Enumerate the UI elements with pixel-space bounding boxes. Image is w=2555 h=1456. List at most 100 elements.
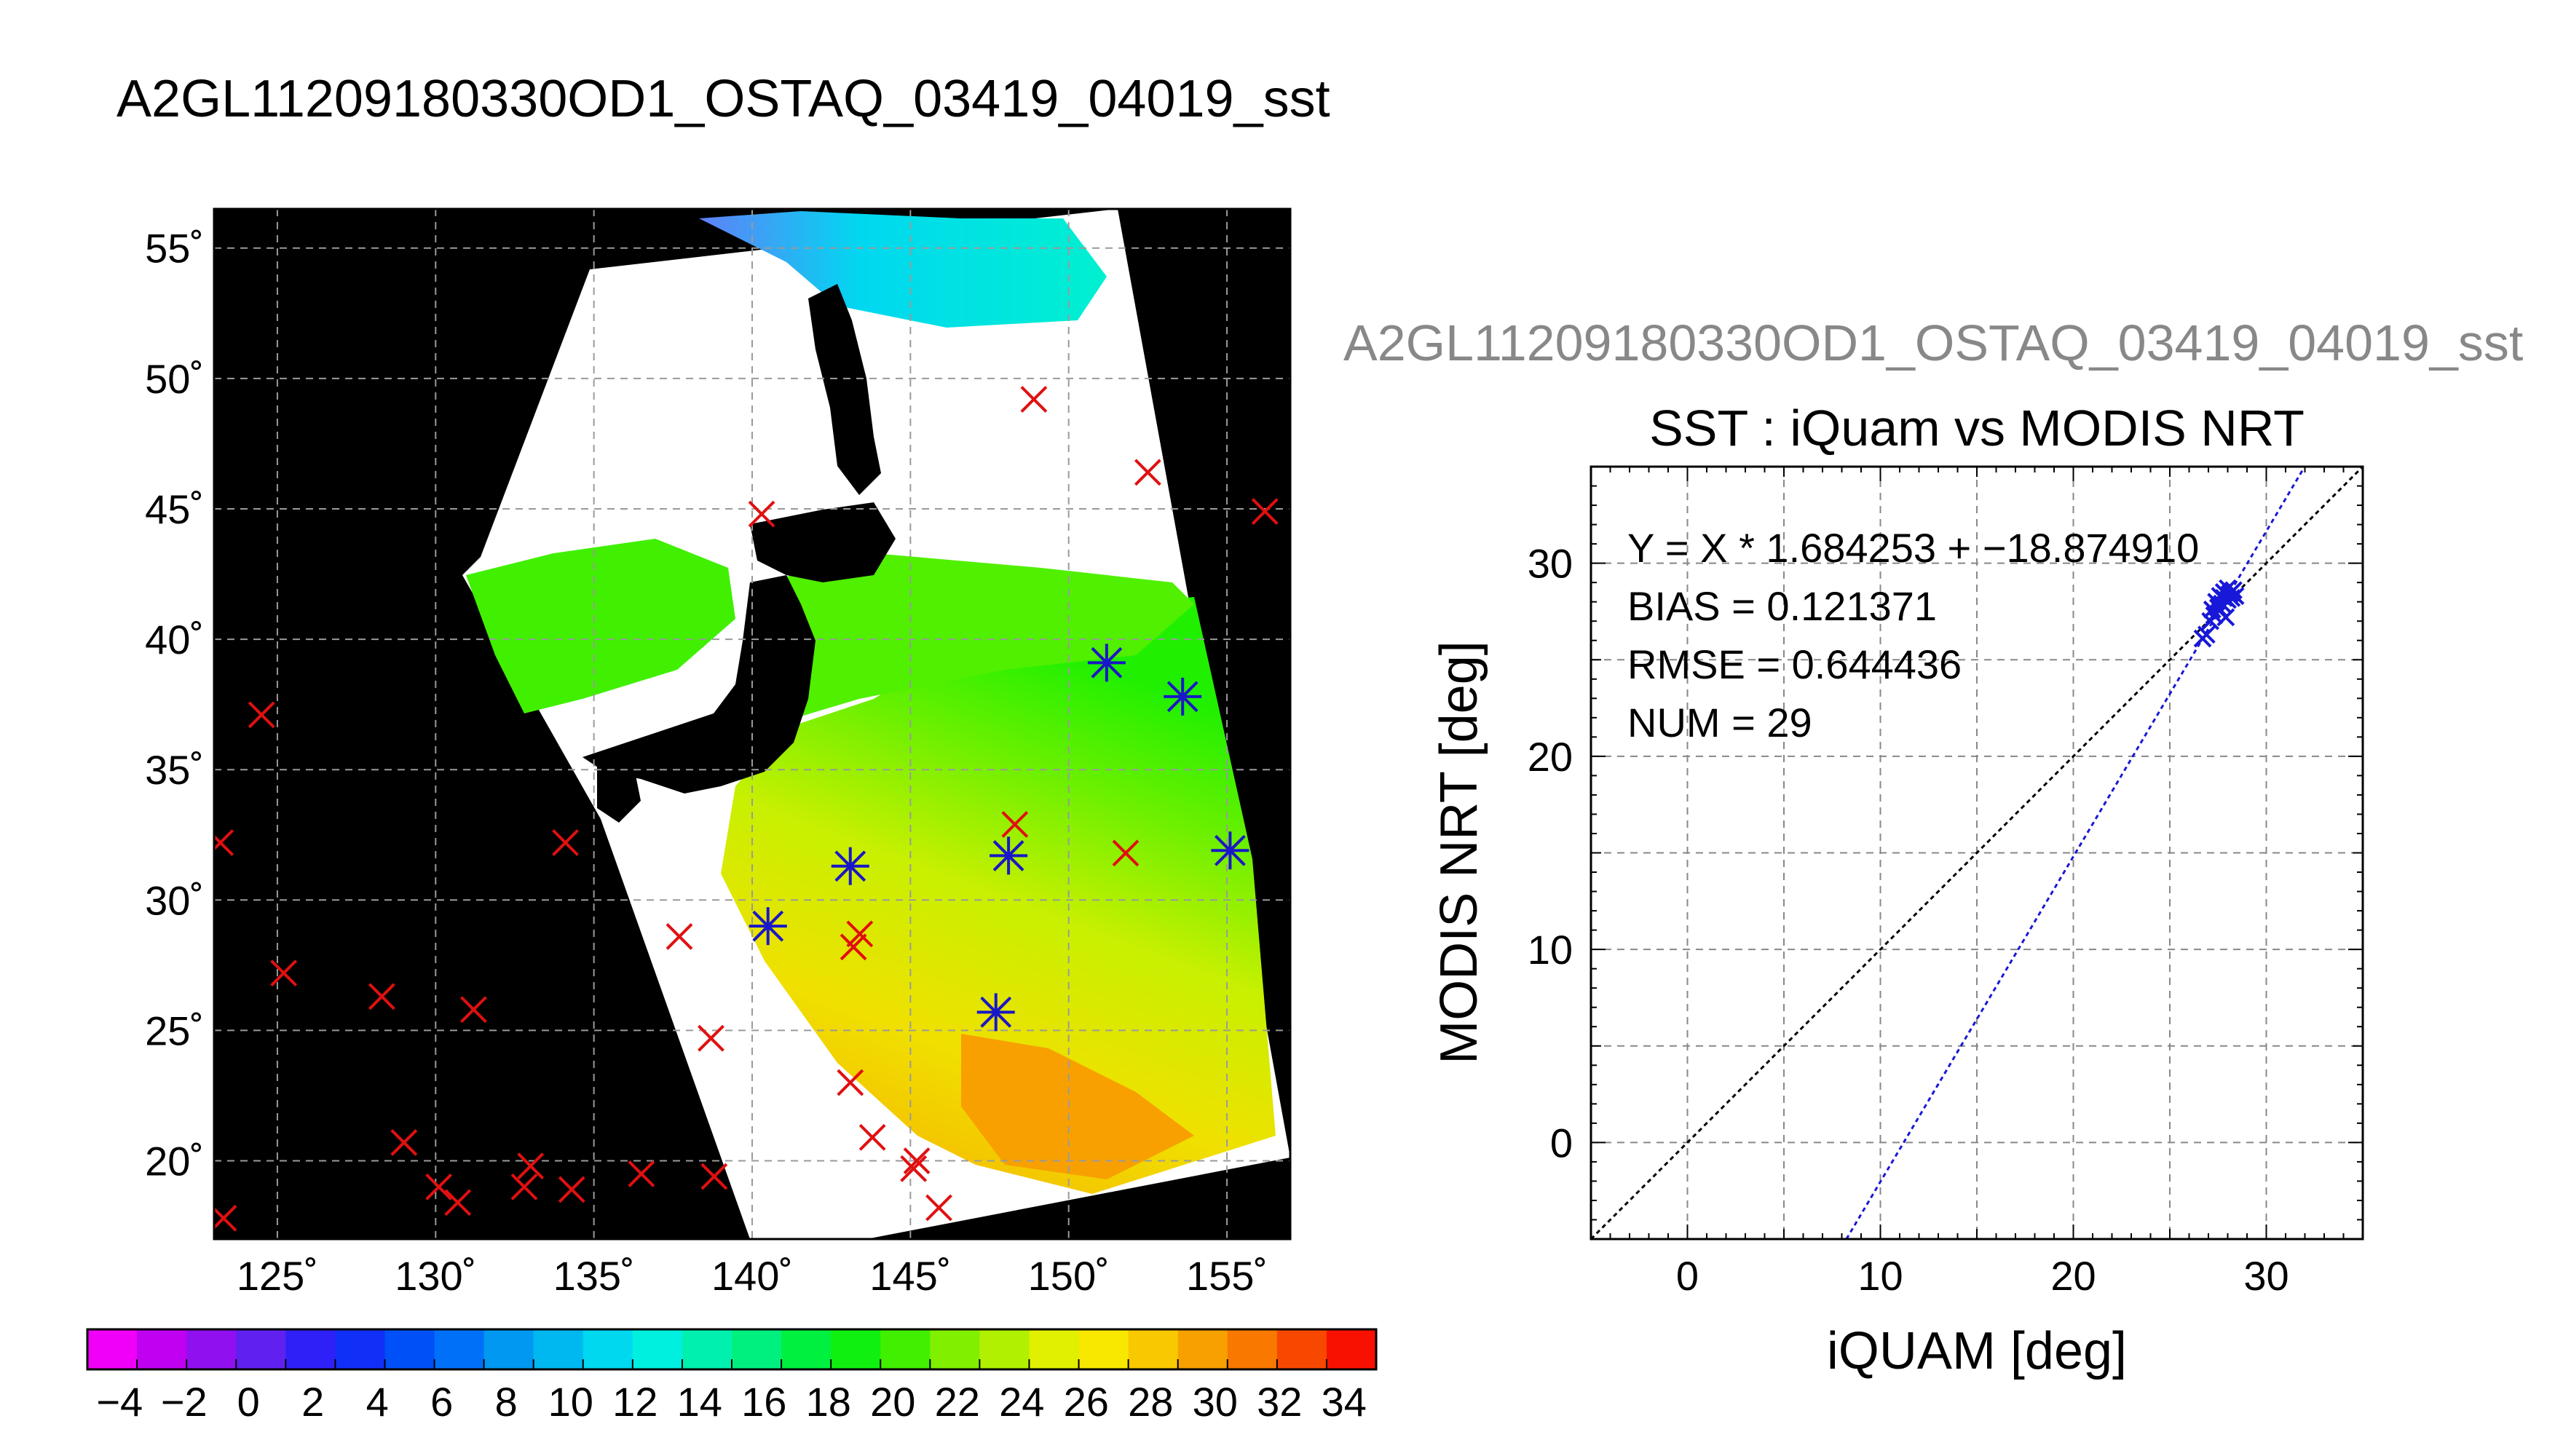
colorbar-tick-label: −2 [161,1379,208,1425]
colorbar-tick-label: 30 [1193,1379,1238,1425]
colorbar-tick-label: 18 [806,1379,851,1425]
lon-tick-label: 130˚ [395,1253,476,1299]
colorbar-tick-label: 22 [935,1379,980,1425]
iquam-marker [425,1173,453,1200]
colorbar-ticks: −4 −2 0 2 4 6 8 10 12 14 16 18 20 22 24 26 28 30 32 34 [96,1359,1367,1425]
y-tick-label: 20 [1528,734,1573,780]
scatter-supertitle: A2GL11209180330OD1_OSTAQ_03419_04019_sst [1343,314,2523,371]
scatter-x-ticks: 0 10 20 30 [1590,467,2364,1299]
scatter-point [2197,625,2216,644]
iquam-marker [900,1155,928,1182]
sst-colorbar: −4 −2 0 2 4 6 8 10 12 14 16 18 20 22 24 26 28 30 32 34 [86,1328,1378,1425]
iquam-marker [390,1129,418,1156]
scatter-point [2226,587,2245,606]
colorbar-cell [831,1329,881,1369]
y-tick-label: 10 [1528,927,1573,973]
iquam-marker [517,1152,545,1180]
sst-map: 125˚ 130˚ 135˚ 140˚ 145˚ 150˚ 155˚ 20˚ 25˚ 30˚ 35… [145,207,1292,1299]
page-title: A2GL11209180330OD1_OSTAQ_03419_04019_sst [117,70,1330,128]
match-marker [976,993,1015,1032]
map-lat-ticks: 20˚ 25˚ 30˚ 35˚ 40˚ 45˚ 50˚ 55˚ [145,226,204,1184]
scatter-annotations: Y = X * 1.684253 + −18.874910 BIAS = 0.1… [1627,525,2199,745]
x-tick-label: 0 [1676,1253,1699,1299]
y-tick-label: 30 [1528,541,1573,587]
colorbar-tick-label: 16 [741,1379,786,1425]
x-tick-label: 30 [2243,1253,2289,1299]
iquam-marker [628,1160,655,1187]
colorbar-cell [1029,1329,1080,1369]
lon-tick-label: 125˚ [237,1253,318,1299]
one-to-one-line [1591,467,2363,1239]
iquam-marker [925,1194,952,1222]
x-tick-label: 20 [2050,1253,2096,1299]
colorbar-cell [1177,1329,1228,1369]
iquam-marker [214,829,234,856]
iquam-marker [552,829,579,856]
iquam-marker [858,1123,886,1151]
colorbar-cell [137,1329,187,1369]
lat-tick-label: 35˚ [145,747,204,793]
scatter-plot: A2GL11209180330OD1_OSTAQ_03419_04019_sst… [1343,314,2523,1380]
colorbar-cell [682,1329,732,1369]
iquam-markers [214,386,1279,1232]
scatter-points [2193,579,2245,648]
colorbar-tick-label: 14 [677,1379,722,1425]
map-lon-ticks: 125˚ 130˚ 135˚ 140˚ 145˚ 150˚ 155˚ [237,1253,1268,1299]
lat-tick-label: 45˚ [145,486,204,532]
map-graticule [214,209,1290,1239]
colorbar-cell [533,1329,584,1369]
match-marker [749,907,787,946]
iquam-marker [1001,811,1029,838]
colorbar-tick-label: 0 [237,1379,260,1425]
iquam-marker [837,1069,864,1096]
lat-tick-label: 20˚ [145,1139,204,1184]
iquam-marker [444,1189,472,1216]
iquam-marker [270,960,298,987]
iquam-marker [558,1176,585,1203]
annotation-bias: BIAS = 0.121371 [1627,583,1937,629]
y-tick-label: 0 [1550,1120,1573,1166]
colorbar-cell [335,1329,386,1369]
x-tick-label: 10 [1857,1253,1903,1299]
iquam-marker [700,1163,728,1190]
colorbar-tick-label: −4 [96,1379,143,1425]
lon-tick-label: 155˚ [1186,1253,1268,1299]
lon-tick-label: 150˚ [1028,1253,1110,1299]
lat-tick-label: 25˚ [145,1008,204,1053]
colorbar-cell [1128,1329,1179,1369]
lat-tick-label: 40˚ [145,617,204,662]
lat-tick-label: 50˚ [145,356,204,402]
colorbar-tick-label: 8 [495,1379,518,1425]
iquam-marker [698,1024,724,1052]
iquam-marker [840,933,867,961]
colorbar-cell [236,1329,286,1369]
iquam-marker [748,500,775,528]
iquam-marker [666,923,693,950]
annotation-fit-equation: Y = X * 1.684253 + −18.874910 [1627,525,2199,571]
lat-tick-label: 55˚ [145,226,204,272]
colorbar-cell [781,1329,832,1369]
colorbar-cell [186,1329,237,1369]
iquam-marker [368,983,395,1010]
iquam-marker [460,996,487,1024]
scatter-y-ticks: 0 10 20 30 [1528,466,2363,1240]
colorbar-cell [1227,1329,1278,1369]
colorbar-cell [1078,1329,1129,1369]
iquam-marker [214,1204,237,1232]
colorbar-cell [732,1329,782,1369]
match-marker [990,836,1028,875]
colorbar-tick-label: 32 [1257,1379,1302,1425]
iquam-marker [903,1147,931,1174]
colorbar-tick-label: 26 [1064,1379,1109,1425]
match-marker [1164,677,1202,716]
colorbar-tick-label: 12 [612,1379,657,1425]
iquam-marker [1251,498,1279,525]
land-sakhalin [808,284,881,495]
colorbar-tick-label: 4 [366,1379,389,1425]
sst-region-kuroshio [757,553,1194,721]
colorbar-tick-label: 34 [1322,1379,1367,1425]
match-marker [1087,644,1126,682]
colorbar-cell [1326,1329,1377,1369]
map-frame [213,207,1292,1241]
